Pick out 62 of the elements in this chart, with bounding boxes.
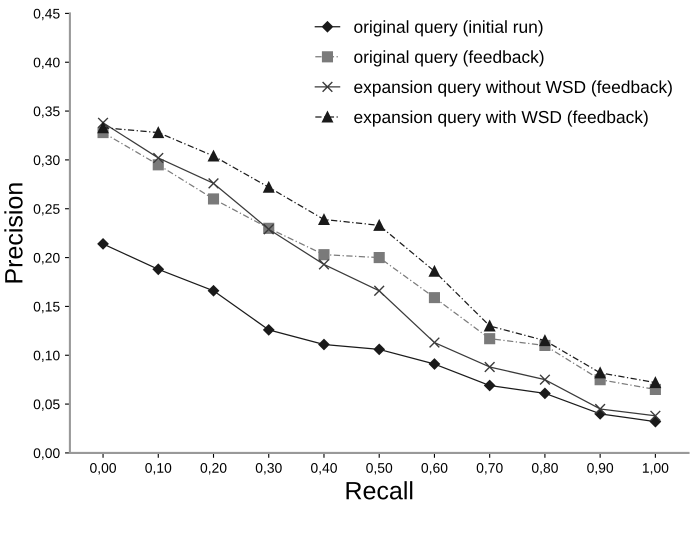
point	[539, 335, 550, 346]
x-axis-title: Recall	[346, 481, 412, 500]
y-tick-label: 0,05	[34, 399, 60, 411]
point	[428, 266, 440, 277]
y-axis-title: Precision	[4, 183, 23, 283]
y-tick-label: 0,10	[34, 350, 60, 362]
point	[484, 320, 496, 332]
point	[263, 324, 274, 336]
point	[208, 178, 220, 189]
legend-label: original query (initial run)	[354, 20, 543, 36]
point	[318, 249, 330, 260]
point	[208, 150, 220, 162]
legend-label: expansion query without WSD (feedback)	[354, 80, 672, 97]
point	[650, 377, 661, 388]
x-tick-label: 0,70	[476, 463, 503, 474]
x-tick-label: 0,20	[200, 463, 226, 474]
point	[594, 367, 606, 378]
point	[484, 333, 496, 344]
point	[539, 388, 551, 399]
point	[428, 358, 440, 370]
point	[594, 403, 606, 415]
point	[97, 117, 109, 128]
point	[428, 336, 440, 348]
x-tick-label: 0,30	[256, 463, 282, 474]
point	[374, 285, 385, 296]
point	[484, 380, 496, 392]
point	[650, 410, 661, 422]
y-tick-label: 0,15	[34, 302, 60, 314]
point	[97, 122, 109, 134]
legend-label: expansion query with WSD (feedback)	[354, 110, 648, 127]
x-tick-label: 0,50	[366, 463, 392, 474]
y-tick-label: 0,40	[34, 58, 60, 70]
y-tick-label: 0,35	[34, 106, 60, 118]
y-tick-label: 0,45	[34, 8, 60, 20]
point	[97, 238, 109, 250]
point	[428, 292, 440, 304]
point	[318, 338, 330, 350]
point	[263, 182, 274, 193]
point	[318, 214, 330, 226]
x-tick-label: 1,00	[642, 463, 668, 474]
point	[374, 344, 385, 355]
x-tick-label: 0,00	[90, 463, 116, 474]
point	[374, 252, 385, 264]
y-tick-label: 0,20	[34, 252, 60, 264]
point	[152, 152, 164, 164]
y-tick-label: 0,00	[34, 448, 60, 460]
x-tick-label: 0,80	[532, 463, 558, 474]
point	[318, 258, 330, 270]
point	[152, 264, 164, 275]
x-tick-label: 0,10	[145, 463, 172, 474]
point	[539, 374, 550, 386]
point	[208, 285, 220, 296]
point	[152, 127, 164, 138]
legend-label: original query (feedback)	[354, 50, 544, 66]
point	[484, 361, 496, 373]
x-tick-label: 0,60	[421, 463, 448, 474]
x-tick-label: 0,40	[311, 463, 337, 474]
point	[208, 193, 220, 205]
x-tick-label: 0,90	[587, 463, 614, 474]
y-tick-label: 0,25	[34, 204, 60, 216]
y-tick-label: 0,30	[34, 155, 60, 167]
point	[374, 220, 385, 231]
